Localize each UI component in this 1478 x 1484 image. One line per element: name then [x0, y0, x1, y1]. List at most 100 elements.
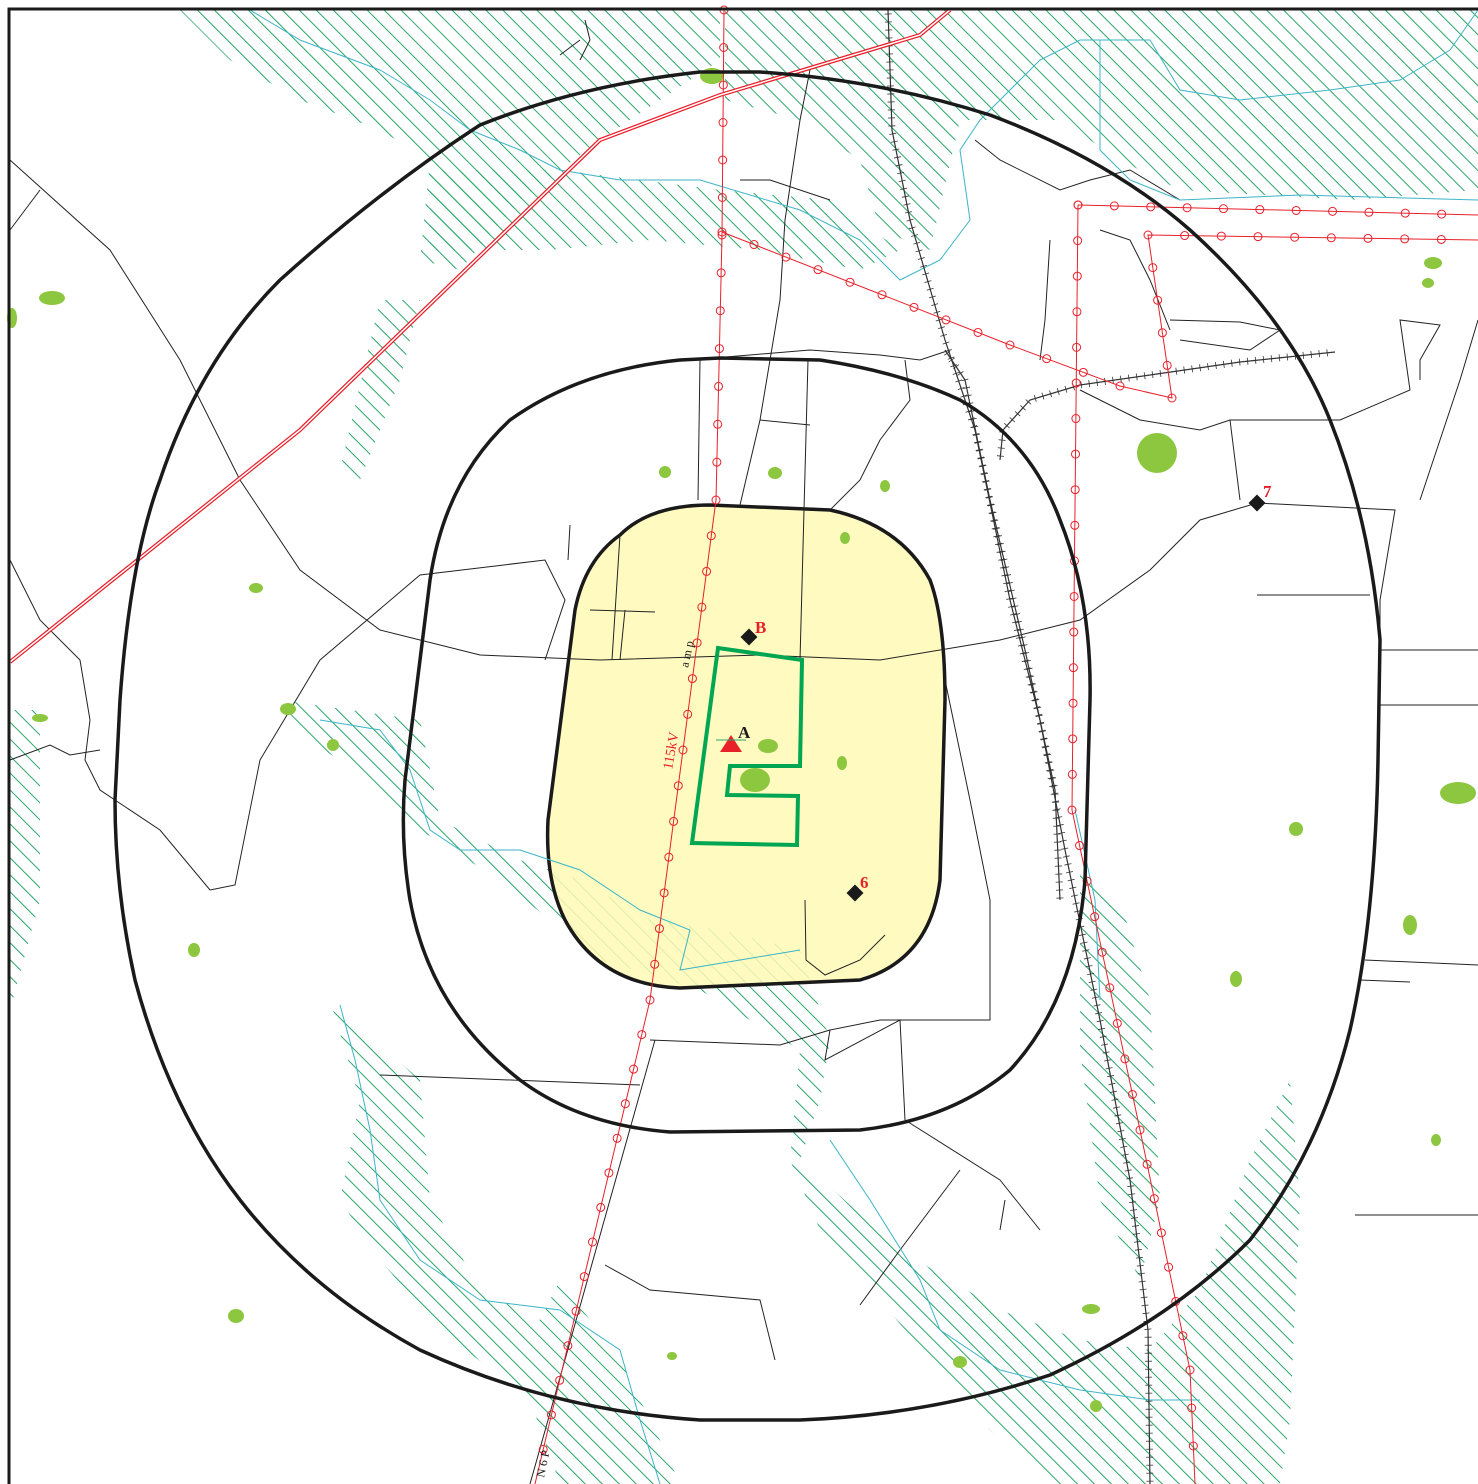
- rail-tick: [1199, 364, 1201, 372]
- rail-tick: [1035, 714, 1043, 717]
- rail-tick: [1041, 392, 1045, 400]
- rail-tick: [1140, 1296, 1148, 1299]
- site-boundary: [689, 645, 805, 848]
- pylon: [1153, 295, 1163, 305]
- pylon: [650, 959, 660, 969]
- pylon: [719, 43, 729, 52]
- rail-tick: [1127, 374, 1130, 382]
- rail-tick: [1025, 667, 1033, 671]
- rail-tick: [1138, 1280, 1146, 1283]
- double-line: [8, 8, 952, 664]
- rail-tick: [1108, 1082, 1116, 1086]
- rail-tick: [1126, 1177, 1134, 1180]
- rail-tick: [1015, 636, 1023, 639]
- rail-tick: [1059, 839, 1067, 842]
- rail-tick: [904, 211, 912, 214]
- rail-tick: [988, 511, 996, 514]
- rail-tick: [965, 409, 973, 413]
- rail-tick: [1013, 628, 1021, 632]
- rail-tick: [1270, 355, 1273, 363]
- rail-tick: [1025, 399, 1032, 405]
- pylon: [1364, 207, 1374, 217]
- pylon: [1157, 328, 1167, 338]
- pylon: [588, 1237, 597, 1247]
- rail-tick: [1016, 628, 1024, 632]
- rail-tick: [1004, 589, 1012, 593]
- rail-tick: [1004, 574, 1012, 577]
- rail-tick: [972, 433, 980, 436]
- pylon: [612, 1133, 622, 1143]
- rail-tick: [901, 195, 909, 198]
- rail-tick: [1009, 417, 1016, 423]
- rail-tick: [1302, 351, 1305, 359]
- rail-tick: [1033, 394, 1037, 402]
- rail-tick: [1137, 1272, 1145, 1275]
- rail-tick: [1136, 1264, 1144, 1267]
- rail-tick: [1142, 1312, 1150, 1315]
- frame: [7, 7, 1478, 1484]
- pylon: [717, 193, 727, 202]
- rail-tick: [924, 280, 932, 283]
- rail-tick: [991, 527, 999, 530]
- rail-tick: [952, 371, 960, 375]
- pylon: [1073, 236, 1083, 246]
- pylon: [683, 709, 693, 719]
- rail-tick: [1087, 972, 1095, 976]
- rail-tick: [1047, 769, 1055, 772]
- rail-tick: [987, 504, 995, 507]
- rail-tick: [1018, 636, 1026, 639]
- rail-tick: [1124, 1169, 1132, 1172]
- pylon: [1071, 414, 1081, 424]
- rail-tick: [977, 457, 985, 460]
- rail-tick: [1310, 350, 1313, 359]
- rail-tick: [1025, 675, 1033, 678]
- rail-tick: [1230, 359, 1233, 367]
- pylon: [1400, 208, 1410, 218]
- pylon: [877, 290, 887, 300]
- rail-tick: [991, 519, 999, 522]
- pylon: [1071, 378, 1081, 388]
- rail-tick: [1085, 965, 1093, 968]
- rail-tick: [975, 448, 983, 451]
- rail-tick: [1006, 597, 1014, 600]
- rail-tick: [957, 387, 965, 391]
- point-label: 6: [860, 873, 869, 892]
- rail-tick: [1021, 659, 1029, 663]
- rail-tick: [1049, 390, 1052, 398]
- rail-tick: [979, 464, 987, 468]
- inner-zone: [545, 503, 947, 990]
- rail-tick: [1262, 356, 1265, 364]
- rail-tick: [903, 203, 911, 206]
- pylon: [1146, 202, 1156, 212]
- rail-tick: [1037, 722, 1045, 725]
- rail-tick: [1183, 366, 1186, 374]
- rail-tick: [1003, 581, 1011, 585]
- rail-tick: [1098, 1027, 1106, 1030]
- pylon: [1067, 805, 1077, 815]
- rail-tick: [1123, 1161, 1131, 1164]
- pylon: [781, 252, 791, 262]
- rail-tick: [890, 140, 898, 143]
- pylon: [1073, 200, 1083, 210]
- pylon: [620, 1099, 630, 1109]
- rail-tick: [1020, 405, 1026, 411]
- pylon: [1072, 271, 1082, 281]
- pylon: [1105, 983, 1115, 993]
- power-line: [534, 9, 725, 1484]
- pylon: [1070, 520, 1080, 530]
- pylon: [579, 1272, 589, 1282]
- rail-tick: [955, 379, 963, 383]
- rail-tick: [1008, 605, 1016, 608]
- rail-tick: [1058, 831, 1066, 835]
- rail-tick: [1082, 949, 1090, 952]
- pylon: [718, 155, 728, 165]
- rail-tick: [1131, 1217, 1139, 1219]
- rail-tick: [1129, 1201, 1137, 1203]
- rail-tick: [998, 550, 1006, 554]
- rail-tick: [940, 333, 948, 337]
- rail-tick: [1009, 597, 1017, 600]
- rail-tick: [1109, 1090, 1117, 1093]
- pylon: [1148, 263, 1158, 273]
- point-label: 7: [1263, 482, 1272, 501]
